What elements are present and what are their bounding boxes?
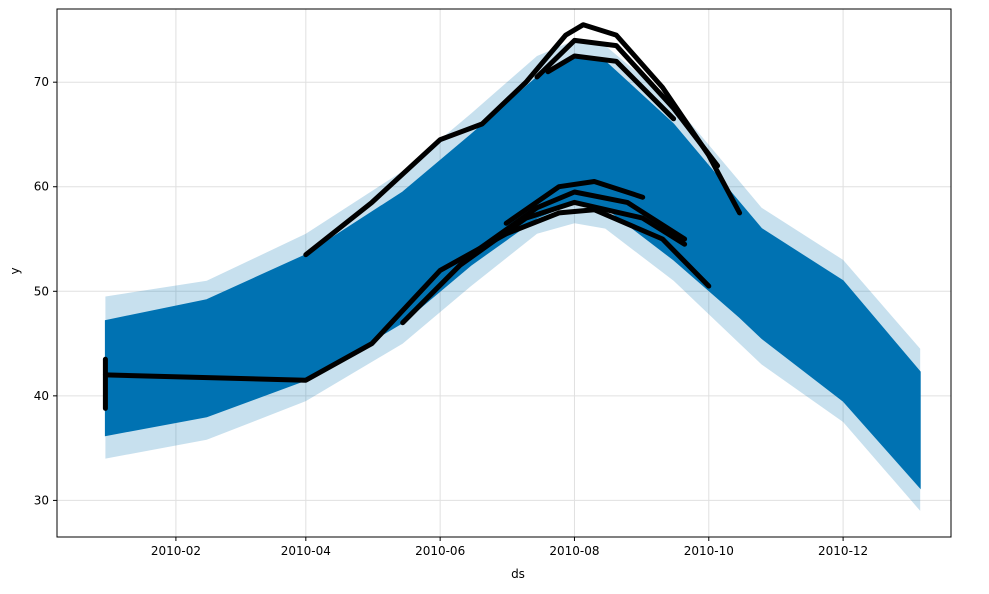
x-tick-label: 2010-06	[415, 544, 465, 558]
plot-frame	[56, 8, 952, 538]
x-tick-label: 2010-02	[151, 544, 201, 558]
observed-points	[102, 22, 743, 411]
y-axis-ticks: 30 40 50 60 70	[34, 75, 57, 507]
x-axis-label: ds	[511, 567, 525, 581]
y-tick-label: 40	[34, 389, 49, 403]
uncertainty-band-area	[105, 40, 921, 511]
x-tick-label: 2010-08	[549, 544, 599, 558]
y-tick-label: 30	[34, 493, 49, 507]
observed-line	[400, 199, 688, 326]
observed-line	[545, 53, 677, 122]
x-tick-label: 2010-04	[281, 544, 331, 558]
x-tick-label: 2010-10	[684, 544, 734, 558]
y-tick-label: 70	[34, 75, 49, 89]
x-axis-ticks: 2010-02 2010-04 2010-06 2010-08 2010-10 2010-…	[151, 537, 868, 558]
observed-line	[534, 37, 721, 169]
observed-line	[468, 189, 688, 258]
y-axis-label: y	[8, 267, 22, 274]
uncertainty-band	[105, 40, 921, 511]
x-tick-label: 2010-12	[818, 544, 868, 558]
y-tick-label: 50	[34, 284, 49, 298]
observed-line	[503, 179, 646, 226]
y-tick-label: 60	[34, 180, 49, 194]
